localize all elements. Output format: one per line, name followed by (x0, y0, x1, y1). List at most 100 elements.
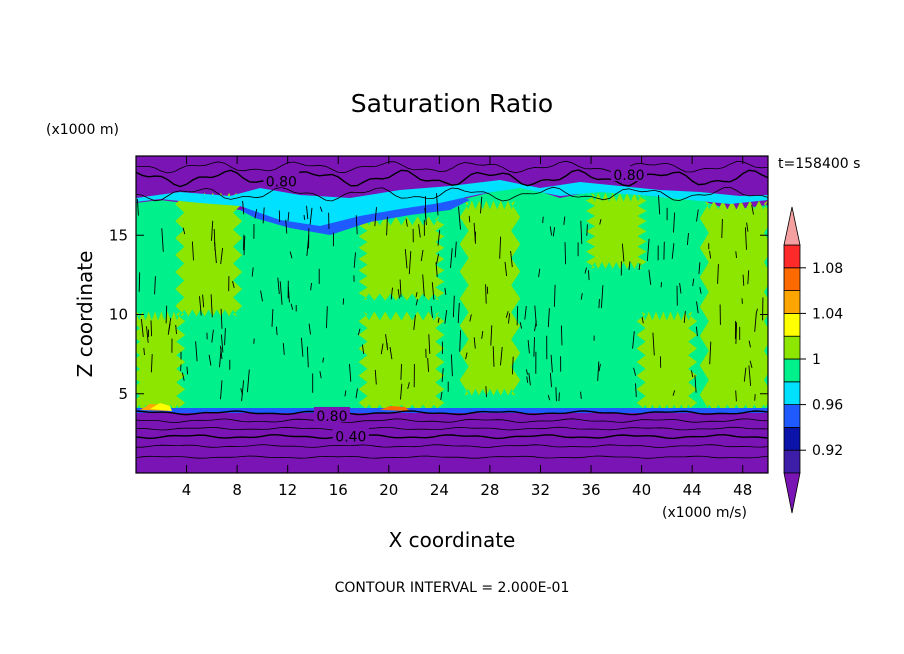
contour-speck (322, 357, 324, 363)
contour-speck (742, 274, 745, 286)
contour-lines (136, 160, 768, 459)
contour-speck (254, 209, 258, 219)
x-tick-label: 24 (430, 481, 449, 499)
x-tick-label: 12 (278, 481, 297, 499)
contour-speck (747, 270, 750, 285)
contour-speck (485, 386, 487, 398)
contour-speck (140, 318, 144, 338)
colorbar-segment (783, 312, 801, 337)
contour-speck (310, 282, 312, 291)
contour-speck (751, 204, 754, 215)
contour-speck (242, 200, 245, 215)
contour-speck (709, 250, 712, 259)
contour-speck (458, 206, 461, 230)
contour-speck (355, 388, 358, 399)
y-tick-label: 15 (109, 226, 128, 244)
contour-speck (161, 228, 164, 252)
contour-speck (580, 293, 583, 300)
x-axis-label: X coordinate (389, 528, 516, 552)
contour-labels: 0.80 0.80 0.80 0.40 (263, 166, 647, 446)
contour-speck (436, 193, 439, 216)
upper-cyan-band (136, 180, 768, 226)
warm-spot-left-yellow (150, 403, 172, 411)
contour-speck (407, 382, 410, 390)
contour-speck (580, 391, 582, 399)
colorbar-segment (783, 335, 801, 360)
green-patch-6 (586, 192, 647, 269)
green-patch-3 (358, 311, 445, 412)
contour-speck (374, 207, 377, 227)
contour-speck (588, 270, 590, 281)
contour-speck (415, 292, 418, 298)
x-unit-label: (x1000 m/s) (662, 505, 747, 521)
contour-speck (691, 370, 694, 378)
colorbar-tick-label: 0.96 (812, 398, 843, 414)
contour-label-bg (610, 166, 647, 182)
contour-speck (319, 371, 322, 379)
contour-speck (420, 249, 424, 262)
contour-speck (385, 334, 389, 351)
contour-speck (435, 262, 438, 277)
x-tick-label: 20 (379, 481, 398, 499)
colorbar-segment (783, 358, 801, 383)
contour-speck (397, 289, 400, 299)
contour-speck (754, 313, 757, 332)
contour-speck (748, 340, 751, 348)
contour-speck (440, 391, 443, 400)
contour-speck (696, 209, 699, 222)
colorbar-segment (783, 404, 801, 428)
contour-speck (182, 227, 186, 235)
plot-area: 0.80 0.80 0.80 0.40 (136, 156, 768, 473)
contour-speck (735, 390, 737, 402)
contour-speck (652, 332, 655, 356)
contour-speck (400, 363, 402, 380)
contour-speck (289, 251, 293, 259)
contour-speck (441, 368, 444, 382)
contour-speck (262, 207, 265, 224)
contour-speck (542, 216, 544, 224)
contour-speck (635, 383, 637, 398)
contour-speck (699, 287, 702, 294)
contour-speck (621, 243, 625, 262)
contour-speck (692, 278, 695, 287)
contour-speck (528, 372, 531, 386)
contour-speck (735, 322, 738, 344)
green-patch-5 (459, 200, 521, 396)
contour-speck (547, 308, 550, 328)
contour-speck (459, 330, 462, 352)
contour-speck (175, 324, 177, 335)
contour-line (136, 433, 768, 440)
contour-speck (181, 372, 185, 381)
contour-speck (504, 261, 508, 277)
contour-speck (558, 392, 560, 402)
contour-speck (672, 390, 676, 396)
contour-speck (241, 380, 245, 402)
contour-speck (220, 334, 224, 353)
contour-speck (580, 220, 583, 245)
contour-speck (224, 328, 226, 346)
contour-speck (326, 306, 328, 329)
contour-speck (480, 196, 483, 214)
contour-speck (405, 218, 408, 227)
contour-speck (452, 295, 455, 318)
contour-speck (246, 369, 250, 393)
contour-line (136, 455, 768, 459)
contour-speck (755, 308, 758, 314)
colorbar-tick-label: 1.08 (812, 261, 843, 277)
contour-speck (597, 361, 600, 382)
x-tick-label: 48 (733, 481, 752, 499)
contour-speck (698, 262, 701, 274)
contour-line (136, 418, 768, 424)
contour-interval-footer: CONTOUR INTERVAL = 2.000E-01 (335, 580, 570, 596)
contour-speck (303, 214, 306, 220)
contour-speck (202, 294, 205, 308)
contour-speck (527, 340, 530, 354)
contour-speck (150, 354, 153, 373)
contour-speck (508, 313, 511, 324)
contour-speck (251, 267, 254, 277)
contour-speck (436, 253, 440, 264)
contour-speck (349, 363, 352, 382)
contour-speck (220, 308, 223, 329)
contour-label-bg (313, 406, 350, 422)
contour-speck (735, 251, 737, 258)
